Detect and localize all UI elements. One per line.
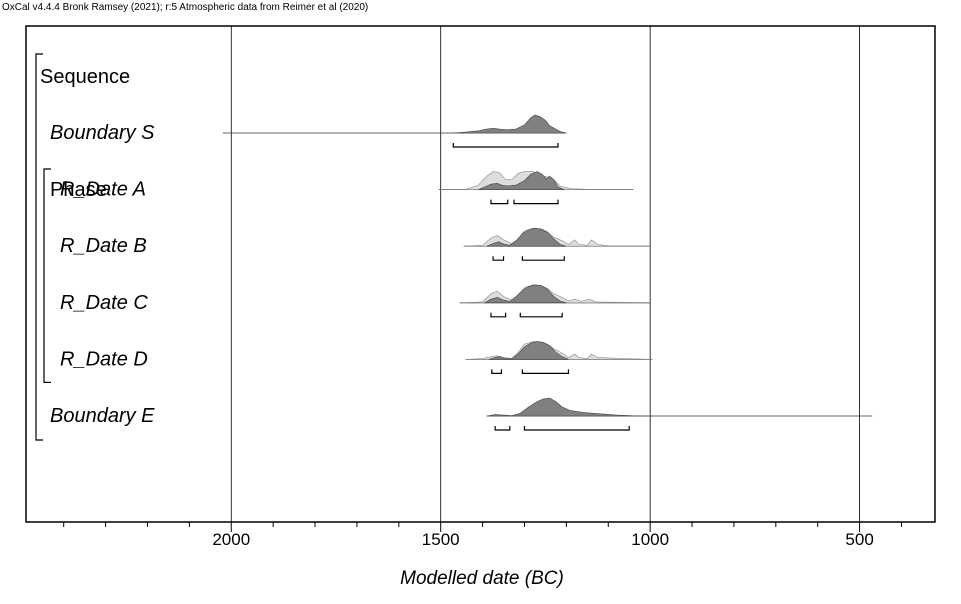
hpd-range-bracket [490,199,509,205]
series-boundary-s [222,114,567,148]
sequence-bracket [35,53,43,441]
series-r-date-b [463,227,651,261]
row-label: Boundary S [50,122,155,144]
row-label: R_Date A [60,179,146,201]
hpd-range-bracket [492,256,505,261]
hpd-range-bracket [521,256,565,261]
row-label: R_Date D [60,348,148,370]
group-brackets [35,53,51,441]
x-tick-label: 500 [845,530,873,549]
hpd-range-bracket [519,312,563,318]
distribution-curves [222,114,873,431]
posterior-curve [483,284,567,304]
sequence-label: Sequence [40,66,130,88]
row-labels: Boundary S R_Date A R_Date B R_Date C R_Date… [40,66,155,427]
x-axis-label: Modelled date (BC) [400,568,564,589]
plot-frame [25,25,936,523]
row-label: Boundary E [50,405,155,427]
series-r-date-c [459,284,651,318]
hpd-range-bracket [513,199,559,205]
hpd-range-bracket [452,143,559,148]
vertical-gridlines [230,26,860,522]
hpd-range-bracket [491,369,503,374]
series-r-date-a [438,171,634,205]
likelihood-curve [459,284,651,304]
row-label: R_Date C [60,292,148,314]
x-tick-label: 1500 [422,530,460,549]
row-label: R_Date B [60,235,147,257]
credit-text: OxCal v4.4.4 Bronk Ramsey (2021); r:5 At… [2,2,369,13]
posterior-curve [478,171,565,190]
hpd-range-bracket [494,426,511,431]
x-tick-label: 1000 [631,530,669,549]
x-tick-label: 2000 [212,530,250,549]
posterior-curve [486,397,651,417]
posterior-curve [488,341,569,360]
phase-label: Phase [50,179,107,201]
hpd-range-bracket [521,369,570,374]
series-boundary-e [486,397,873,431]
phase-bracket [43,168,51,383]
series-r-date-d [465,341,653,374]
posterior-curve [453,114,567,134]
hpd-range-bracket [523,426,630,431]
posterior-curve [486,227,567,247]
hpd-range-bracket [490,312,507,318]
x-axis: 2000 1500 1000 500 [63,522,902,549]
